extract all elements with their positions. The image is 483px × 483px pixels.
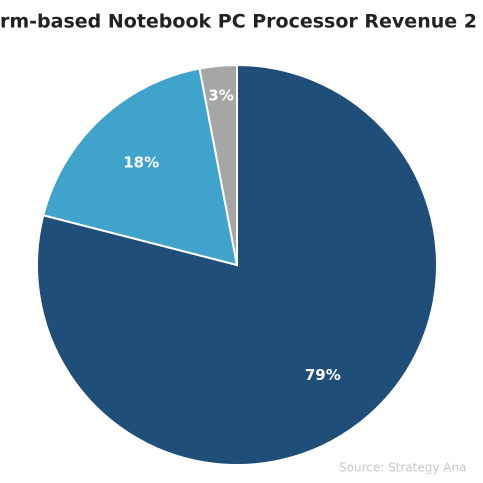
chart-title: rm-based Notebook PC Processor Revenue 2	[0, 11, 477, 33]
pie-slice	[42, 67, 239, 267]
value-label: 18%	[123, 153, 159, 171]
value-label: 3%	[208, 86, 233, 104]
source-note: Source: Strategy Ana	[339, 461, 466, 475]
pie-slice	[198, 63, 238, 266]
value-label: 79%	[305, 366, 341, 384]
